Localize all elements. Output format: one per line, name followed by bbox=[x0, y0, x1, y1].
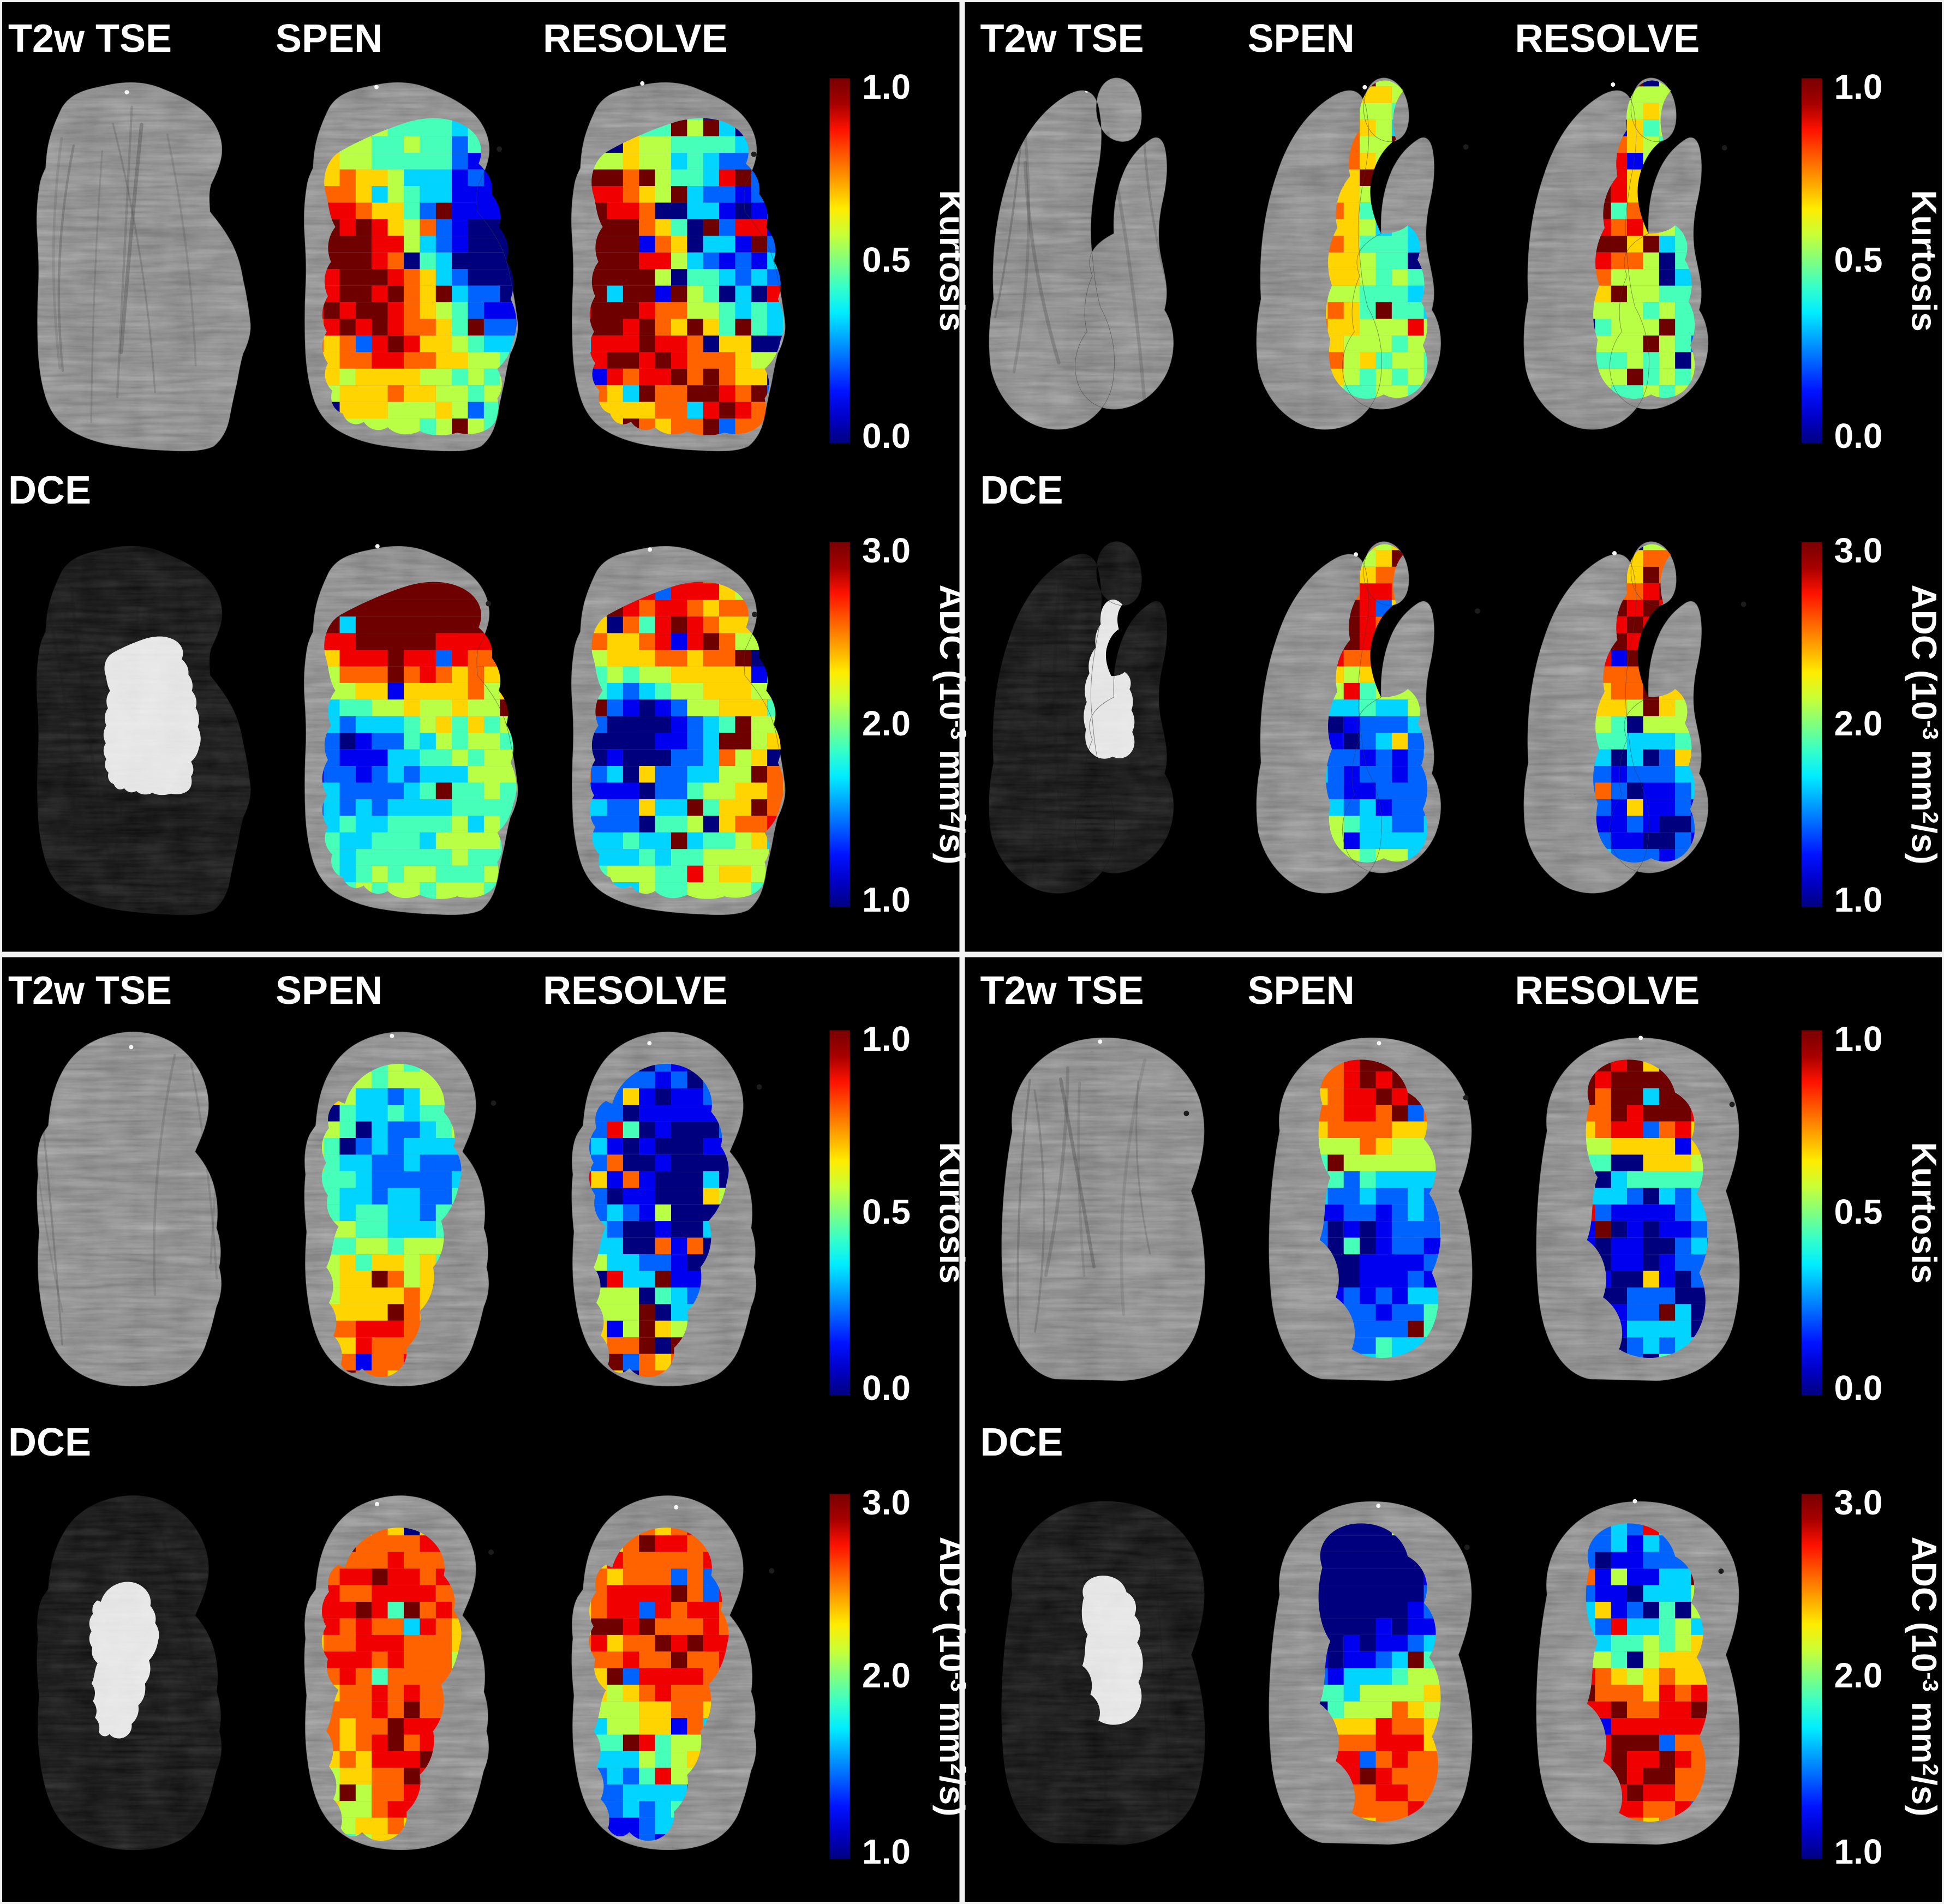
svg-text:RESOLVE: RESOLVE bbox=[1515, 969, 1700, 1013]
svg-text:T2w TSE: T2w TSE bbox=[980, 969, 1144, 1013]
svg-text:1.0: 1.0 bbox=[1834, 1832, 1883, 1871]
svg-text:1.0: 1.0 bbox=[862, 1019, 911, 1058]
svg-text:RESOLVE: RESOLVE bbox=[543, 17, 728, 61]
svg-text:1.0: 1.0 bbox=[1834, 1019, 1883, 1058]
svg-text:RESOLVE: RESOLVE bbox=[1515, 17, 1700, 61]
svg-text:2.0: 2.0 bbox=[862, 704, 911, 743]
svg-text:1.0: 1.0 bbox=[862, 1832, 911, 1871]
svg-text:0.5: 0.5 bbox=[862, 240, 911, 279]
svg-text:Kurtosis: Kurtosis bbox=[1905, 1142, 1944, 1284]
svg-text:3.0: 3.0 bbox=[1834, 531, 1883, 570]
svg-text:3.0: 3.0 bbox=[862, 531, 911, 570]
svg-text:Kurtosis: Kurtosis bbox=[1905, 190, 1944, 332]
svg-text:1.0: 1.0 bbox=[862, 880, 911, 919]
svg-text:SPEN: SPEN bbox=[1248, 969, 1355, 1013]
svg-text:Kurtosis: Kurtosis bbox=[932, 1142, 972, 1284]
svg-text:T2w TSE: T2w TSE bbox=[8, 17, 172, 61]
svg-text:RESOLVE: RESOLVE bbox=[543, 969, 728, 1013]
svg-text:1.0: 1.0 bbox=[1834, 880, 1883, 919]
svg-text:2.0: 2.0 bbox=[1834, 1656, 1883, 1695]
svg-text:Kurtosis: Kurtosis bbox=[932, 190, 972, 332]
svg-text:SPEN: SPEN bbox=[276, 17, 382, 61]
svg-text:SPEN: SPEN bbox=[1248, 17, 1355, 61]
svg-text:0.5: 0.5 bbox=[862, 1192, 911, 1231]
svg-text:1.0: 1.0 bbox=[1834, 67, 1883, 106]
svg-text:T2w TSE: T2w TSE bbox=[980, 17, 1144, 61]
svg-text:0.0: 0.0 bbox=[1834, 1368, 1883, 1408]
svg-text:1.0: 1.0 bbox=[862, 67, 911, 106]
svg-text:2.0: 2.0 bbox=[1834, 704, 1883, 743]
svg-text:SPEN: SPEN bbox=[276, 969, 382, 1013]
svg-text:0.5: 0.5 bbox=[1834, 240, 1883, 279]
svg-text:3.0: 3.0 bbox=[862, 1483, 911, 1522]
svg-text:2.0: 2.0 bbox=[862, 1656, 911, 1695]
svg-text:T2w TSE: T2w TSE bbox=[8, 969, 172, 1013]
svg-text:0.0: 0.0 bbox=[862, 1368, 911, 1408]
svg-text:DCE: DCE bbox=[8, 1421, 91, 1464]
svg-text:0.5: 0.5 bbox=[1834, 1192, 1883, 1231]
svg-text:DCE: DCE bbox=[980, 1421, 1063, 1464]
svg-text:0.0: 0.0 bbox=[1834, 416, 1883, 456]
svg-text:3.0: 3.0 bbox=[1834, 1483, 1883, 1522]
svg-text:DCE: DCE bbox=[980, 469, 1063, 512]
svg-text:0.0: 0.0 bbox=[862, 416, 911, 456]
svg-text:DCE: DCE bbox=[8, 469, 91, 512]
